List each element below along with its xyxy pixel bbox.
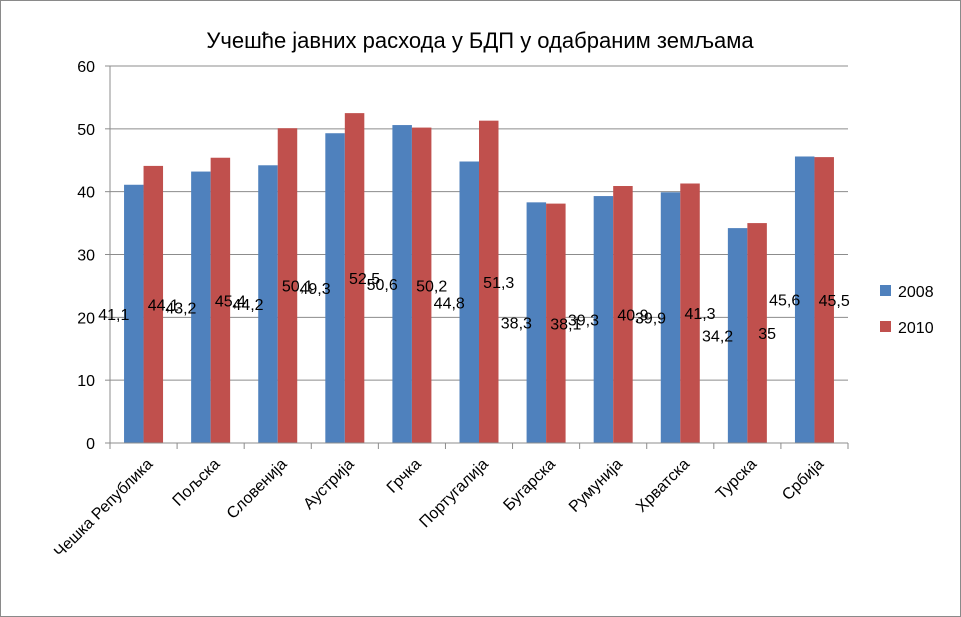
- bar-2010-9: [747, 223, 767, 443]
- legend-label: 2010: [898, 320, 934, 337]
- y-tick-label: 10: [77, 373, 95, 390]
- data-label: 49,3: [299, 281, 330, 298]
- x-tick-label: Румунија: [566, 456, 626, 516]
- bar-2010-5: [479, 120, 499, 443]
- bar-2010-3: [344, 113, 365, 443]
- data-label: 39,9: [635, 311, 666, 328]
- x-tick-label: Аустрија: [300, 456, 357, 513]
- data-label: 41,1: [98, 307, 129, 324]
- x-tick-label: Словенија: [224, 456, 291, 523]
- data-label: 34,2: [702, 329, 733, 346]
- x-tick-label: Пољска: [170, 456, 224, 510]
- data-label: 41,3: [684, 306, 715, 323]
- data-label: 35: [758, 326, 776, 343]
- x-tick-label: Бугарска: [500, 456, 559, 515]
- y-tick-label: 0: [86, 436, 95, 453]
- data-label: 50,6: [367, 277, 398, 294]
- data-label: 50,1: [282, 279, 313, 296]
- bar-2008-2: [258, 165, 278, 443]
- x-tick-label: Србија: [779, 456, 827, 504]
- legend-label: 2008: [898, 284, 934, 301]
- y-tick-label: 30: [77, 248, 95, 265]
- data-label: 45,6: [769, 293, 800, 310]
- bar-2010-7: [613, 186, 633, 444]
- legend-swatch-2010: [880, 321, 891, 332]
- x-tick-label: Хрватска: [633, 456, 693, 516]
- bar-2010-6: [546, 203, 566, 443]
- bar-2008-6: [526, 202, 547, 443]
- bar-2010-8: [680, 183, 700, 443]
- data-label: 45,5: [819, 293, 850, 310]
- bar-2010-0: [143, 165, 164, 443]
- y-tick-label: 40: [77, 185, 95, 202]
- x-tick-label: Грчка: [384, 456, 425, 497]
- data-label: 51,3: [483, 275, 514, 292]
- bar-2008-9: [727, 228, 748, 443]
- data-label: 38,3: [501, 316, 532, 333]
- x-tick-label: Турска: [713, 456, 760, 503]
- bar-2008-3: [325, 133, 345, 443]
- bar-2008-1: [191, 171, 211, 443]
- data-label: 50,2: [416, 278, 447, 295]
- y-tick-label: 20: [77, 310, 95, 327]
- data-label: 52,5: [349, 271, 380, 288]
- bar-2008-7: [593, 196, 614, 443]
- bar-2008-8: [660, 192, 681, 443]
- data-labels: 41,1 44,143,2 45,444,2 50,149,3 52,550,6 50,2…: [98, 271, 850, 345]
- bar-2008-10: [794, 156, 815, 444]
- data-label: 39,3: [568, 313, 599, 330]
- bar-2010-2: [277, 128, 298, 443]
- x-axis-ticks: Чешка Република Пољска Словенија Аустрија Гр…: [51, 443, 849, 561]
- data-label: 44,2: [232, 297, 263, 314]
- data-label: 40,9: [617, 308, 648, 325]
- data-label: 44,8: [434, 295, 465, 312]
- bar-2008-5: [459, 161, 479, 444]
- x-tick-label: Португалија: [416, 456, 491, 531]
- bars: [124, 113, 834, 444]
- axes: [109, 66, 848, 444]
- bar-2010-4: [411, 127, 432, 444]
- y-tick-label: 60: [77, 59, 95, 76]
- bar-2010-10: [814, 157, 834, 443]
- y-axis-ticks: 0 10 20 30 40 50 60: [77, 59, 110, 453]
- legend-swatch-2008: [880, 285, 891, 296]
- legend: 2008 2010: [880, 284, 934, 337]
- bar-2010-1: [210, 157, 231, 443]
- data-label: 45,4: [215, 293, 246, 310]
- y-tick-label: 50: [77, 122, 95, 139]
- bar-2008-4: [392, 125, 412, 444]
- bar-2008-0: [124, 184, 144, 443]
- data-label: 38,1: [550, 316, 581, 333]
- x-tick-label: Чешка Република: [51, 456, 156, 561]
- chart-title: Учешће јавних расхода у БДП у одабраним …: [206, 28, 754, 53]
- data-label: 44,1: [148, 297, 179, 314]
- data-label: 43,2: [165, 300, 196, 317]
